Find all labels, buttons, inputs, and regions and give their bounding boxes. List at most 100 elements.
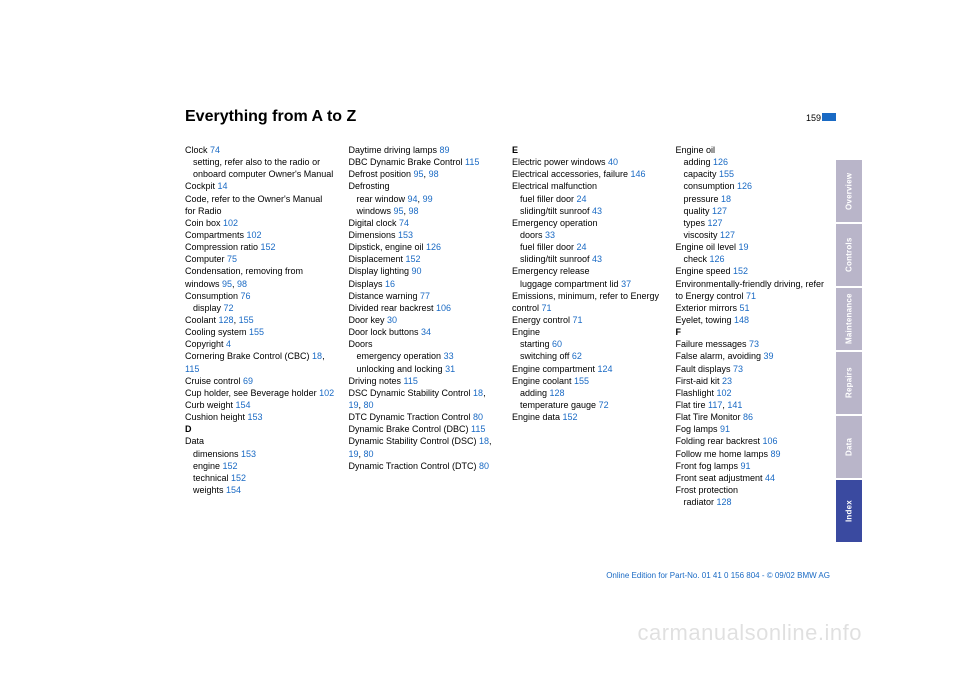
- page-ref-link[interactable]: 39: [764, 351, 774, 361]
- page-ref-link[interactable]: 89: [440, 145, 450, 155]
- page-ref-link[interactable]: 86: [743, 412, 753, 422]
- page-ref-link[interactable]: 74: [210, 145, 220, 155]
- page-ref-link[interactable]: 102: [319, 388, 334, 398]
- page-ref-link[interactable]: 31: [445, 364, 455, 374]
- page-ref-link[interactable]: 24: [577, 194, 587, 204]
- page-ref-link[interactable]: 89: [771, 449, 781, 459]
- page-ref-link[interactable]: 152: [261, 242, 276, 252]
- page-ref-link[interactable]: 117: [708, 400, 722, 410]
- page-ref-link[interactable]: 102: [223, 218, 238, 228]
- page-ref-link[interactable]: 126: [426, 242, 441, 252]
- page-ref-link[interactable]: 98: [409, 206, 419, 216]
- page-ref-link[interactable]: 153: [241, 449, 256, 459]
- page-ref-link[interactable]: 18: [473, 388, 483, 398]
- page-ref-link[interactable]: 76: [241, 291, 251, 301]
- page-ref-link[interactable]: 18: [312, 351, 322, 361]
- page-ref-link[interactable]: 80: [479, 461, 489, 471]
- page-ref-link[interactable]: 75: [227, 254, 237, 264]
- page-ref-link[interactable]: 33: [545, 230, 555, 240]
- page-ref-link[interactable]: 128: [550, 388, 565, 398]
- page-ref-link[interactable]: 16: [385, 279, 395, 289]
- page-ref-link[interactable]: 128: [219, 315, 234, 325]
- page-ref-link[interactable]: 24: [577, 242, 587, 252]
- page-ref-link[interactable]: 74: [399, 218, 409, 228]
- page-ref-link[interactable]: 69: [243, 376, 253, 386]
- page-ref-link[interactable]: 43: [592, 254, 602, 264]
- page-ref-link[interactable]: 91: [741, 461, 751, 471]
- page-ref-link[interactable]: 155: [719, 169, 734, 179]
- page-ref-link[interactable]: 80: [364, 449, 374, 459]
- page-ref-link[interactable]: 19: [739, 242, 749, 252]
- page-ref-link[interactable]: 73: [733, 364, 743, 374]
- page-ref-link[interactable]: 115: [471, 424, 485, 434]
- side-tab-index[interactable]: Index: [836, 480, 862, 542]
- page-ref-link[interactable]: 115: [185, 364, 199, 374]
- page-ref-link[interactable]: 18: [721, 194, 731, 204]
- page-ref-link[interactable]: 102: [247, 230, 262, 240]
- page-ref-link[interactable]: 72: [224, 303, 234, 313]
- page-ref-link[interactable]: 98: [237, 279, 247, 289]
- page-ref-link[interactable]: 152: [563, 412, 578, 422]
- page-ref-link[interactable]: 51: [740, 303, 750, 313]
- page-ref-link[interactable]: 80: [364, 400, 374, 410]
- page-ref-link[interactable]: 95: [222, 279, 232, 289]
- page-ref-link[interactable]: 19: [349, 449, 359, 459]
- page-ref-link[interactable]: 95: [414, 169, 424, 179]
- page-ref-link[interactable]: 33: [444, 351, 454, 361]
- page-ref-link[interactable]: 43: [592, 206, 602, 216]
- page-ref-link[interactable]: 152: [733, 266, 748, 276]
- page-ref-link[interactable]: 154: [236, 400, 251, 410]
- page-ref-link[interactable]: 155: [239, 315, 254, 325]
- page-ref-link[interactable]: 102: [717, 388, 732, 398]
- page-ref-link[interactable]: 34: [421, 327, 431, 337]
- page-ref-link[interactable]: 153: [248, 412, 263, 422]
- page-ref-link[interactable]: 94: [408, 194, 418, 204]
- page-ref-link[interactable]: 148: [734, 315, 749, 325]
- page-ref-link[interactable]: 77: [420, 291, 430, 301]
- page-ref-link[interactable]: 152: [223, 461, 238, 471]
- page-ref-link[interactable]: 106: [763, 436, 778, 446]
- page-ref-link[interactable]: 99: [423, 194, 433, 204]
- page-ref-link[interactable]: 126: [713, 157, 728, 167]
- page-ref-link[interactable]: 127: [720, 230, 735, 240]
- page-ref-link[interactable]: 95: [394, 206, 404, 216]
- page-ref-link[interactable]: 146: [631, 169, 646, 179]
- page-ref-link[interactable]: 80: [473, 412, 483, 422]
- page-ref-link[interactable]: 90: [412, 266, 422, 276]
- page-ref-link[interactable]: 73: [749, 339, 759, 349]
- side-tab-controls[interactable]: Controls: [836, 224, 862, 286]
- side-tab-data[interactable]: Data: [836, 416, 862, 478]
- page-ref-link[interactable]: 127: [708, 218, 723, 228]
- page-ref-link[interactable]: 19: [349, 400, 359, 410]
- page-ref-link[interactable]: 72: [599, 400, 609, 410]
- page-ref-link[interactable]: 14: [218, 181, 228, 191]
- page-ref-link[interactable]: 124: [598, 364, 613, 374]
- page-ref-link[interactable]: 115: [465, 157, 479, 167]
- page-ref-link[interactable]: 91: [720, 424, 730, 434]
- page-ref-link[interactable]: 23: [722, 376, 732, 386]
- page-ref-link[interactable]: 62: [572, 351, 582, 361]
- page-ref-link[interactable]: 155: [249, 327, 264, 337]
- side-tab-maintenance[interactable]: Maintenance: [836, 288, 862, 350]
- page-ref-link[interactable]: 71: [746, 291, 756, 301]
- page-ref-link[interactable]: 37: [621, 279, 631, 289]
- page-ref-link[interactable]: 98: [429, 169, 439, 179]
- page-ref-link[interactable]: 127: [712, 206, 727, 216]
- page-ref-link[interactable]: 141: [727, 400, 742, 410]
- page-ref-link[interactable]: 4: [226, 339, 231, 349]
- page-ref-link[interactable]: 115: [404, 376, 418, 386]
- page-ref-link[interactable]: 40: [608, 157, 618, 167]
- page-ref-link[interactable]: 44: [765, 473, 775, 483]
- side-tab-overview[interactable]: Overview: [836, 160, 862, 222]
- side-tab-repairs[interactable]: Repairs: [836, 352, 862, 414]
- page-ref-link[interactable]: 71: [573, 315, 583, 325]
- page-ref-link[interactable]: 155: [574, 376, 589, 386]
- page-ref-link[interactable]: 154: [226, 485, 241, 495]
- page-ref-link[interactable]: 152: [406, 254, 421, 264]
- page-ref-link[interactable]: 60: [552, 339, 562, 349]
- page-ref-link[interactable]: 71: [542, 303, 552, 313]
- page-ref-link[interactable]: 30: [387, 315, 397, 325]
- page-ref-link[interactable]: 126: [737, 181, 752, 191]
- page-ref-link[interactable]: 18: [479, 436, 489, 446]
- page-ref-link[interactable]: 153: [398, 230, 413, 240]
